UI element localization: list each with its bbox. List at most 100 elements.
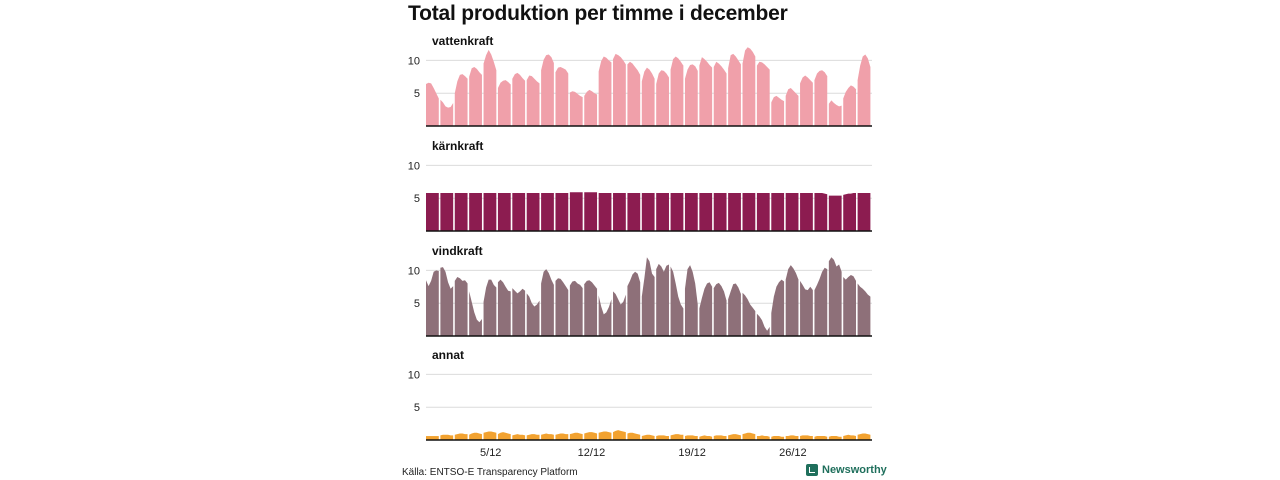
area-day-segment [828, 257, 842, 336]
area-day-segment [713, 192, 727, 231]
area-day-segment [713, 435, 727, 440]
area-day-segment [541, 269, 554, 336]
area-day-segment [728, 53, 741, 127]
area-day-segment [440, 434, 454, 440]
area-day-segment [699, 282, 713, 336]
area-day-segment [598, 431, 612, 440]
area-day-segment [828, 436, 842, 440]
chart-title: Total produktion per timme i december [408, 2, 788, 25]
area-day-segment [814, 70, 828, 126]
area-day-segment [613, 430, 626, 440]
area-day-segment [684, 192, 698, 231]
x-tick-label: 26/12 [779, 447, 807, 459]
panel-2: 5 10 vindkraft [408, 244, 872, 337]
area-day-segment [771, 279, 785, 336]
area-day-segment [627, 61, 641, 126]
area-day-segment [857, 54, 871, 126]
area-day-segment [469, 66, 482, 126]
area-day-segment [814, 436, 828, 440]
area-day-segment [785, 435, 799, 440]
area-day-segment [440, 192, 454, 231]
area-day-segment [483, 192, 497, 231]
y-tick-label: 5 [414, 193, 420, 205]
area-day-segment [641, 257, 655, 336]
area-day-segment [728, 434, 741, 440]
series-label: vattenkraft [432, 34, 493, 48]
area-day-segment [627, 432, 641, 440]
panel-3: 5 10 annat [408, 348, 872, 441]
area-day-segment [684, 435, 698, 440]
area-day-segment [857, 283, 871, 336]
area-day-segment [656, 263, 669, 336]
area-day-segment [828, 195, 842, 231]
area-day-segment [569, 432, 583, 440]
area-day-segment [857, 433, 871, 440]
area-day-segment [497, 192, 511, 231]
area-day-segment [454, 433, 468, 440]
area-day-segment [684, 265, 698, 336]
y-tick-label: 10 [408, 369, 420, 381]
area-day-segment [569, 192, 583, 231]
area-day-segment [699, 435, 713, 440]
area-day-segment [469, 192, 482, 231]
area-day-segment [843, 434, 857, 440]
area-day-segment [728, 283, 741, 336]
area-day-segment [526, 192, 540, 231]
area-day-segment [771, 95, 785, 126]
y-tick-label: 5 [414, 298, 420, 310]
area-day-segment [555, 192, 569, 231]
area-day-segment [742, 192, 756, 231]
area-day-segment [497, 279, 511, 336]
area-day-segment [541, 192, 554, 231]
area-day-segment [627, 271, 641, 336]
newsworthy-logo-icon [806, 464, 818, 476]
area-day-segment [800, 435, 813, 440]
area-day-segment [742, 432, 756, 440]
area-day-segment [469, 291, 482, 336]
series-label: kärnkraft [432, 139, 483, 153]
area-day-segment [440, 99, 454, 126]
area-day-segment [670, 434, 684, 440]
area-day-segment [670, 192, 684, 231]
area-day-segment [440, 267, 454, 336]
panel-1: 5 10 kärnkraft [408, 139, 872, 232]
area-day-segment [454, 74, 468, 126]
area-day-segment [670, 56, 684, 126]
area-day-segment [469, 432, 482, 440]
area-day-segment [584, 280, 598, 336]
area-day-segment [584, 432, 598, 440]
x-tick-label: 12/12 [578, 447, 606, 459]
area-day-segment [598, 56, 612, 126]
area-day-segment [843, 192, 857, 231]
area-day-segment [613, 291, 626, 336]
area-day-segment [656, 70, 669, 126]
area-day-segment [512, 434, 526, 440]
area-day-segment [426, 82, 439, 126]
area-day-segment [785, 192, 799, 231]
area-day-segment [656, 435, 669, 440]
area-day-segment [742, 47, 756, 126]
series-label: vindkraft [432, 244, 483, 258]
area-day-segment [454, 192, 468, 231]
area-day-segment [426, 270, 439, 336]
area-day-segment [814, 267, 828, 336]
y-tick-label: 5 [414, 88, 420, 100]
area-day-segment [426, 192, 439, 231]
area-day-segment [699, 57, 713, 127]
area-day-segment [512, 192, 526, 231]
area-day-segment [800, 192, 813, 231]
area-day-segment [627, 192, 641, 231]
area-day-segment [684, 64, 698, 126]
y-tick-label: 10 [408, 55, 420, 67]
area-day-segment [756, 61, 770, 126]
area-day-segment [713, 282, 727, 336]
area-day-segment [756, 313, 770, 336]
area-day-segment [857, 192, 871, 231]
area-day-segment [541, 54, 554, 126]
area-day-segment [756, 435, 770, 440]
area-day-segment [670, 266, 684, 336]
area-day-segment [641, 192, 655, 231]
area-day-segment [555, 433, 569, 440]
area-day-segment [800, 75, 813, 126]
